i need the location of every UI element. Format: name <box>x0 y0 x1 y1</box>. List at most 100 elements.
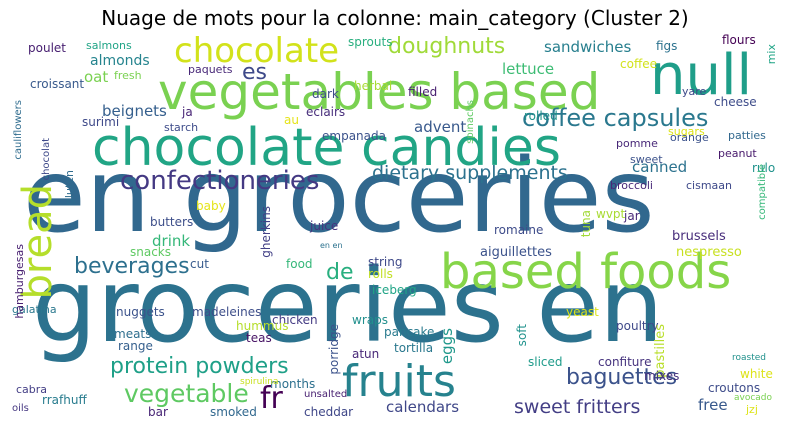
word: fresh <box>114 69 142 82</box>
word: flours <box>722 33 756 47</box>
word: rolled <box>524 109 558 123</box>
word: spirulina <box>240 377 279 387</box>
word: baguettes <box>566 365 678 390</box>
word: mixes <box>644 369 680 383</box>
word: sandwiches <box>544 38 632 56</box>
word: almonds <box>90 53 150 69</box>
word: jar <box>624 209 640 223</box>
word: cheddar <box>304 405 354 419</box>
word: roasted <box>732 353 766 363</box>
word: butters <box>150 215 194 229</box>
word: atun <box>352 347 380 361</box>
word: spinachs <box>465 100 476 144</box>
word: confiture <box>598 355 652 369</box>
word: yare <box>682 85 707 98</box>
word: tuna <box>579 210 593 238</box>
word: salmons <box>86 39 132 52</box>
word: advent <box>414 118 467 136</box>
word: en en <box>320 241 343 250</box>
word: hummus <box>236 319 289 333</box>
word: cabra <box>16 383 48 396</box>
word: de <box>326 260 354 285</box>
word: groceries en <box>32 247 664 366</box>
word: months <box>270 377 316 391</box>
word: figs <box>656 39 678 53</box>
word: sprouts <box>348 35 393 49</box>
word: vegetables based <box>158 63 601 121</box>
word: madeleines <box>192 305 262 319</box>
word: gluten <box>63 170 76 206</box>
word: peanut <box>718 147 757 160</box>
word: wvpt <box>596 207 626 221</box>
word: smoked <box>210 405 257 419</box>
word: romaine <box>494 223 544 237</box>
word: vegetable <box>124 379 249 408</box>
word: white <box>740 367 773 381</box>
word: calendars <box>386 398 460 416</box>
word: coffee capsules <box>522 104 709 132</box>
word: rolls <box>368 267 393 281</box>
word: oils <box>12 403 29 414</box>
word: nespresso <box>676 245 742 260</box>
word: confectioneries <box>120 166 320 196</box>
word: compatible <box>757 164 768 220</box>
word: croutons <box>708 381 761 395</box>
word: snacks <box>130 245 172 259</box>
word: iceberg <box>372 283 417 297</box>
word: dark <box>312 87 339 101</box>
word: chocolat <box>41 138 52 181</box>
word: pancake <box>384 325 435 339</box>
word: beignets <box>102 102 167 120</box>
word: fruits <box>342 356 456 407</box>
word: wraps <box>352 313 388 327</box>
word: en groceries <box>23 137 655 256</box>
word: soft <box>515 324 529 347</box>
word: poultry <box>616 319 659 333</box>
chart-title: Nuage de mots pour la colonne: main_cate… <box>101 6 689 30</box>
word: paquets <box>188 63 233 76</box>
word: nuggets <box>116 305 165 319</box>
word: sweet <box>630 153 663 166</box>
word: doughnuts <box>388 34 506 59</box>
word: cheese <box>714 95 757 109</box>
word: range <box>118 339 153 353</box>
word: eggs <box>438 328 456 365</box>
word: avocado <box>734 393 773 403</box>
word: sweet fritters <box>514 396 641 418</box>
word: galatina <box>12 303 57 316</box>
word: poulet <box>28 41 66 55</box>
word: sliced <box>528 355 563 369</box>
word: teas <box>246 331 272 345</box>
word: sugars <box>668 125 705 138</box>
word-cloud: en groceries groceries en chocolate cand… <box>10 34 780 419</box>
word: ja <box>182 105 193 119</box>
word: unsalted <box>304 389 348 400</box>
word: empanada <box>322 129 386 143</box>
word: cut <box>190 257 209 271</box>
word: null <box>650 43 753 108</box>
word: brussels <box>672 229 726 244</box>
word: string <box>368 255 403 269</box>
word: drink <box>152 232 191 250</box>
word: bar <box>148 405 168 419</box>
word: pomme <box>616 137 658 150</box>
word: food <box>286 257 313 271</box>
word: hamburgesas <box>13 244 26 319</box>
word: patties <box>728 129 766 142</box>
word: meats <box>114 327 152 341</box>
word: filled <box>408 85 438 99</box>
word: protein powders <box>110 354 289 379</box>
word: juice <box>310 219 339 233</box>
word: starch <box>164 121 199 134</box>
word: orange <box>670 131 709 144</box>
word: au <box>284 113 299 127</box>
word: aiguillettes <box>480 245 552 260</box>
word: broccoli <box>610 179 653 192</box>
word: beverages <box>74 254 190 279</box>
word: yeast <box>566 305 599 319</box>
word: jzj <box>746 403 758 416</box>
word: fr <box>260 381 283 416</box>
word: chicken <box>272 313 318 327</box>
word: free <box>698 396 728 414</box>
word: baby <box>196 199 226 213</box>
